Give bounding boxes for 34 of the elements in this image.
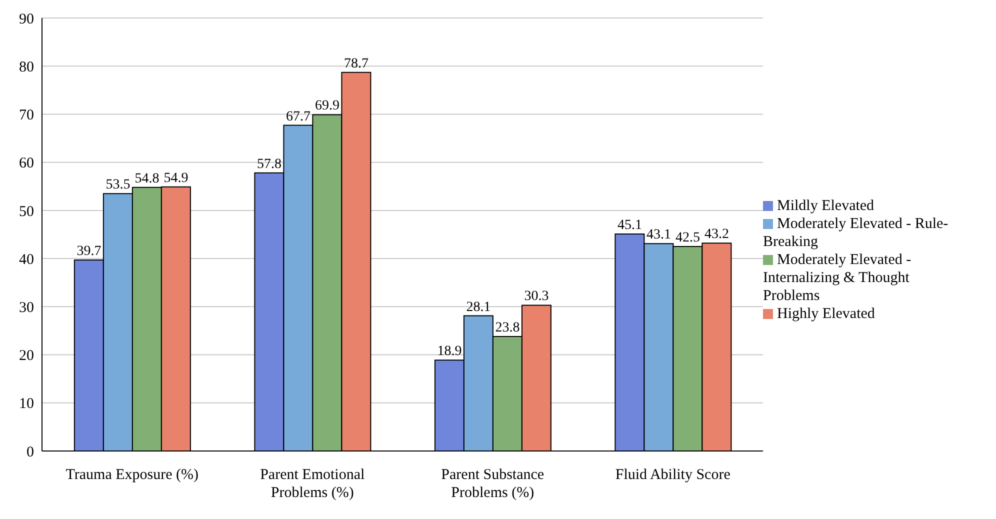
data-label: 67.7 bbox=[286, 109, 310, 124]
x-tick-label: Parent Emotional Problems (%) bbox=[260, 467, 365, 501]
data-label: 43.1 bbox=[646, 228, 671, 243]
x-tick-label: Parent Substance Problems (%) bbox=[441, 467, 544, 501]
legend-label: Moderately Elevated - Rule-Breaking bbox=[763, 216, 948, 250]
y-tick-label: 10 bbox=[19, 396, 34, 412]
data-label: 54.9 bbox=[164, 170, 188, 186]
data-label: 53.5 bbox=[106, 178, 130, 193]
y-tick-label: 60 bbox=[19, 156, 34, 172]
y-tick-label: 70 bbox=[19, 108, 34, 124]
y-tick-label: 0 bbox=[26, 444, 34, 460]
y-tick-label: 50 bbox=[19, 204, 34, 220]
legend-label: Mildly Elevated bbox=[777, 198, 874, 214]
y-tick-label: 90 bbox=[19, 11, 34, 28]
x-tick-label: Trauma Exposure (%) bbox=[66, 467, 199, 483]
data-label: 42.5 bbox=[675, 230, 700, 246]
data-label: 69.9 bbox=[314, 98, 340, 114]
x-tick-label: Fluid Ability Score bbox=[615, 467, 731, 483]
data-label: 78.7 bbox=[344, 56, 368, 72]
data-label: 18.9 bbox=[437, 344, 462, 360]
data-label: 30.3 bbox=[524, 289, 549, 304]
data-label: 43.2 bbox=[704, 227, 729, 242]
data-label: 57.8 bbox=[256, 156, 282, 172]
y-tick-label: 80 bbox=[19, 59, 34, 76]
y-tick-label: 40 bbox=[19, 252, 34, 268]
data-label: 45.1 bbox=[617, 218, 642, 234]
y-tick-label: 20 bbox=[19, 348, 34, 364]
data-label: 23.8 bbox=[495, 320, 520, 336]
data-label: 28.1 bbox=[466, 300, 491, 315]
legend-label: Moderately Elevated - Internalizing & Thought Problems bbox=[763, 252, 912, 304]
legend-label: Highly Elevated bbox=[777, 306, 875, 322]
data-label: 54.8 bbox=[134, 171, 160, 186]
data-label: 39.7 bbox=[76, 244, 102, 259]
y-tick-label: 30 bbox=[19, 300, 34, 316]
